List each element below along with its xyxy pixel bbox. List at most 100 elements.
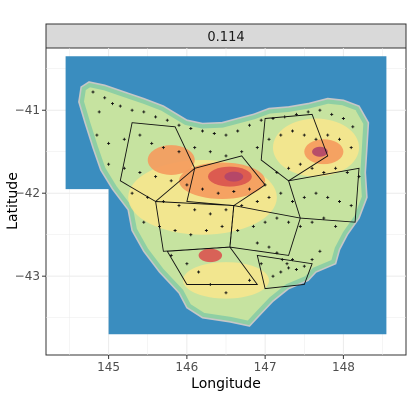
sample-point <box>240 150 244 154</box>
sample-point <box>103 96 107 100</box>
sample-point <box>326 133 330 137</box>
sample-point <box>349 146 353 150</box>
sample-point <box>255 200 259 203</box>
sample-point <box>318 249 322 253</box>
x-tick-label: 148 <box>332 360 355 374</box>
sample-point <box>294 268 298 271</box>
sample-point <box>349 204 353 208</box>
sample-point <box>224 208 228 212</box>
sample-point <box>197 270 201 274</box>
sample-point <box>310 166 314 170</box>
region-boundary <box>229 205 301 256</box>
sample-point <box>248 278 251 282</box>
sample-point <box>267 245 271 249</box>
sample-point <box>107 141 111 145</box>
region-boundary <box>288 167 360 223</box>
sample-point <box>212 132 216 135</box>
sample-point <box>310 258 314 262</box>
sample-point <box>291 129 294 133</box>
sample-points <box>91 90 361 295</box>
sample-point <box>122 137 126 141</box>
region-boundaries <box>119 113 360 290</box>
sample-point <box>169 179 173 183</box>
sample-point <box>185 183 189 187</box>
relief-high <box>147 145 195 175</box>
sample-point <box>224 133 228 137</box>
sample-point <box>271 274 275 278</box>
sample-point <box>177 204 181 208</box>
sample-point <box>271 117 275 120</box>
sample-point <box>208 212 212 216</box>
sample-point <box>298 162 302 166</box>
sample-point <box>189 127 193 130</box>
y-tick-label: −43 <box>15 269 40 283</box>
coastline <box>78 81 370 327</box>
sample-point <box>193 208 197 212</box>
sample-point <box>161 146 165 150</box>
sample-point <box>204 229 208 232</box>
sample-point <box>248 123 251 127</box>
sample-point <box>279 133 283 137</box>
sample-point <box>294 112 298 116</box>
sample-point <box>154 175 158 179</box>
sample-point <box>201 129 204 133</box>
sample-point <box>97 110 101 114</box>
raster-layer <box>65 56 387 335</box>
sample-point <box>224 291 228 295</box>
sample-point <box>338 137 341 141</box>
x-tick-label: 145 <box>97 360 120 374</box>
sample-point <box>322 171 326 174</box>
sample-point <box>351 125 355 129</box>
sample-point <box>193 146 197 150</box>
sample-point <box>357 175 361 179</box>
sample-point <box>111 102 114 106</box>
sample-point <box>330 112 334 116</box>
region-boundary <box>166 246 259 285</box>
sample-point <box>248 187 251 191</box>
sample-point <box>138 171 142 174</box>
sample-point <box>107 162 111 166</box>
region-boundary <box>256 254 313 290</box>
sample-point <box>267 137 271 141</box>
sample-point <box>142 110 146 114</box>
sample-point <box>326 195 330 199</box>
sample-point <box>220 224 224 228</box>
sample-point <box>302 195 306 199</box>
sample-point <box>122 166 126 170</box>
sample-point <box>275 251 279 255</box>
sample-point <box>161 200 165 203</box>
sample-point <box>334 224 338 228</box>
region-boundary <box>119 122 196 203</box>
sample-point <box>165 118 169 122</box>
sample-point <box>118 104 122 108</box>
x-axis-title: Longitude <box>191 376 261 392</box>
y-tick-label: −42 <box>15 186 40 200</box>
sample-point <box>338 200 341 203</box>
sample-point <box>169 253 173 257</box>
sample-point <box>314 191 318 195</box>
sample-point <box>334 166 338 170</box>
y-axis: −41 −42 −43 <box>15 103 46 283</box>
region-boundary <box>260 113 329 182</box>
sample-point <box>216 191 220 195</box>
sample-point <box>130 108 134 112</box>
sample-point <box>318 108 322 112</box>
region-boundary <box>186 155 266 207</box>
sample-point <box>310 220 314 224</box>
sample-point <box>306 110 310 114</box>
sample-point <box>322 216 326 220</box>
sample-point <box>263 220 267 224</box>
x-axis: 145 146 147 148 <box>97 355 355 374</box>
sample-point <box>287 220 291 224</box>
x-tick-label: 147 <box>254 360 277 374</box>
sample-point <box>285 262 289 266</box>
x-tick-label: 146 <box>175 360 198 374</box>
sample-point <box>298 224 302 228</box>
sample-point <box>236 229 240 232</box>
sample-point <box>302 264 306 268</box>
sample-point <box>146 195 150 199</box>
sample-point <box>291 200 294 203</box>
relief-summit <box>312 146 328 157</box>
sample-point <box>291 258 294 262</box>
